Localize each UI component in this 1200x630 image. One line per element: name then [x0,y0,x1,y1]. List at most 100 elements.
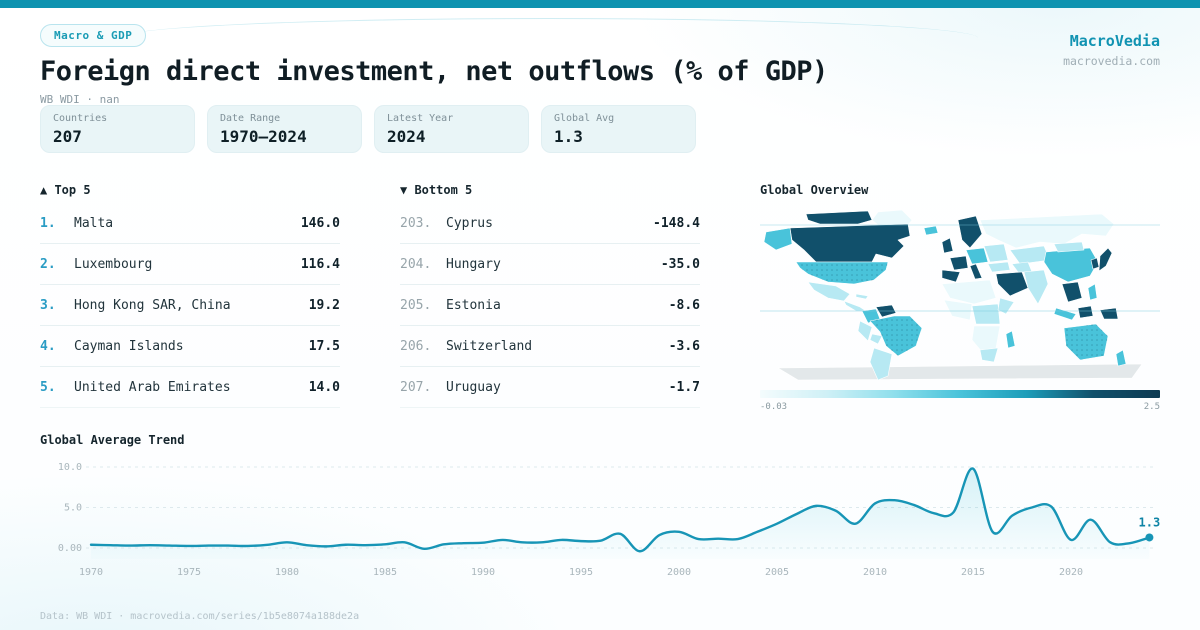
stat-label: Latest Year [387,113,454,124]
background-contour-decoration [118,18,978,63]
trend-panel: Global Average Trend 10.0 5.0 0.00 1970 1975… [40,433,1160,585]
svg-text:0.00: 0.00 [58,543,82,554]
country-value: -3.6 [668,338,700,354]
country-value: 17.5 [308,338,340,354]
svg-text:2020: 2020 [1059,567,1083,578]
map-region [1077,305,1094,319]
top5-panel: ▲ Top 5 1. Malta 146.0 2. Luxembourg 116… [40,183,340,408]
trend-line [89,467,1151,553]
map-region [965,247,989,265]
trend-end-dot [1145,533,1154,542]
stat-label: Countries [53,113,108,124]
svg-text:1980: 1980 [275,567,299,578]
list-item: 3. Hong Kong SAR, China 19.2 [40,285,340,326]
map-region [1099,307,1119,320]
map-region [941,279,997,305]
map-region [869,347,893,381]
brand-name: MacroVedia [1069,32,1160,50]
top5-list: 1. Malta 146.0 2. Luxembourg 116.4 3. Ho… [40,203,340,408]
map-heading: Global Overview [760,183,869,197]
rank: 1. [40,215,56,231]
map-region [997,297,1015,315]
list-item: 2. Luxembourg 116.4 [40,244,340,285]
data-source-text: Data: WB WDI · macrovedia.com/series/1b5… [40,611,360,622]
category-badge[interactable]: Macro & GDP [40,24,147,47]
map-region [855,293,869,300]
svg-text:1985: 1985 [373,567,397,578]
rank: 207. [400,379,432,395]
svg-text:1995: 1995 [569,567,593,578]
country-name: Estonia [446,297,501,313]
trend-line-chart: 10.0 5.0 0.00 1970 1975 1980 1985 1990 1995 2000 2… [58,462,1160,578]
map-region [957,215,983,249]
svg-text:1975: 1975 [177,567,201,578]
map-region [789,223,911,263]
stat-value: 1.3 [554,127,583,146]
color-scale-bar [760,390,1160,398]
map-panel: Global Overview [760,183,1160,412]
map-region [995,271,1029,297]
map-region [1061,281,1083,303]
map-region [949,255,969,271]
map-region [979,347,999,363]
map-region [857,320,873,342]
country-name: United Arab Emirates [74,379,231,395]
stat-value: 2024 [387,127,426,146]
country-name: Malta [74,215,114,231]
bottom5-list: 203. Cyprus -148.4 204. Hungary -35.0 20… [400,203,700,408]
svg-text:2010: 2010 [863,567,887,578]
map-region [1053,307,1077,321]
map-region [969,263,983,280]
country-name: Luxembourg [74,256,153,272]
country-name: Hong Kong SAR, China [74,297,231,313]
map-region [1098,247,1113,272]
map-region [843,300,867,312]
map-region [923,225,939,236]
svg-text:2015: 2015 [961,567,985,578]
scale-max-label: 2.5 [1143,402,1160,412]
map-region [979,213,1115,249]
rank: 203. [400,215,432,231]
svg-text:1970: 1970 [79,567,103,578]
page-subtitle: WB WDI · nan [40,93,120,106]
top5-heading: ▲ Top 5 [40,183,91,197]
map-region [943,299,973,321]
map-region [1115,349,1127,367]
map-region [941,237,954,254]
map-region [807,281,851,302]
map-region [869,333,883,345]
map-region [1087,283,1098,301]
svg-text:2000: 2000 [667,567,691,578]
brand-block: MacroVedia macrovedia.com [1063,32,1160,68]
trend-end-label: 1.3 [1139,515,1160,529]
footer: Data: WB WDI · macrovedia.com/series/1b5… [40,611,359,622]
svg-text:10.0: 10.0 [58,462,82,473]
list-item: 207. Uruguay -1.7 [400,367,700,408]
stat-card-date-range: Date Range 1970—2024 [207,105,362,153]
country-value: 116.4 [300,256,340,272]
map-region [1090,257,1100,270]
stat-value: 207 [53,127,82,146]
brand-url-link[interactable]: macrovedia.com [1063,54,1160,68]
stat-value: 1970—2024 [220,127,307,146]
map-region [941,269,961,283]
scale-min-label: -0.03 [760,402,788,412]
rank: 206. [400,338,432,354]
country-name: Switzerland [446,338,533,354]
top-accent-bar [0,0,1200,8]
list-item: 4. Cayman Islands 17.5 [40,326,340,367]
no-data-hatch-overlay [796,262,1108,360]
rank: 204. [400,256,432,272]
stat-card-countries: Countries 207 [40,105,195,153]
list-item: 5. United Arab Emirates 14.0 [40,367,340,408]
header: Macro & GDP Foreign direct investment, n… [40,24,1160,106]
list-item: 204. Hungary -35.0 [400,244,700,285]
country-value: 19.2 [308,297,340,313]
stat-label: Date Range [220,113,281,124]
list-item: 206. Switzerland -3.6 [400,326,700,367]
map-region [1023,269,1049,305]
list-item: 1. Malta 146.0 [40,203,340,244]
rank: 4. [40,338,56,354]
map-region [805,210,873,225]
